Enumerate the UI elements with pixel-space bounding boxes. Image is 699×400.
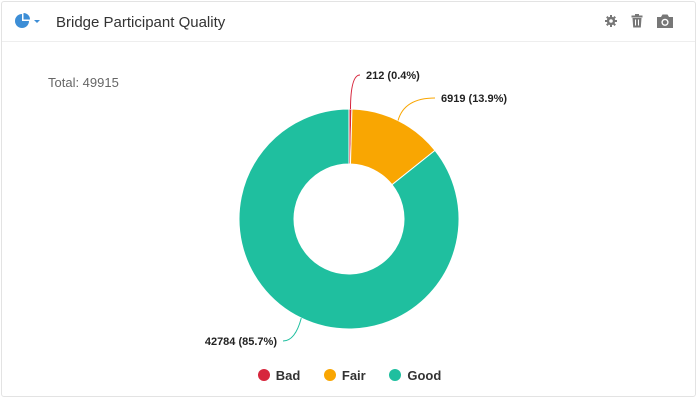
panel-header: Bridge Participant Quality — [2, 2, 695, 42]
data-label-good: 42784 (85.7%) — [205, 336, 277, 348]
pie-chart-icon — [15, 13, 40, 28]
total-count: Total: 49915 — [48, 75, 119, 90]
camera-icon — [657, 14, 673, 28]
legend-dot-bad — [257, 369, 270, 381]
trash-icon — [631, 14, 643, 28]
page-title: Bridge Participant Quality — [56, 14, 226, 31]
settings-button[interactable] — [604, 14, 618, 33]
slice-good[interactable] — [238, 108, 460, 330]
chart-type-button[interactable] — [14, 12, 44, 32]
snapshot-button[interactable] — [656, 13, 674, 34]
data-label-bad: 212 (0.4%) — [366, 70, 420, 82]
legend-label-bad: Bad — [275, 368, 301, 383]
delete-button[interactable] — [631, 14, 643, 33]
caret-down-icon — [34, 20, 40, 23]
legend-dot-good — [389, 369, 402, 381]
data-label-fair: 6919 (13.9%) — [441, 93, 507, 105]
connector-good — [282, 317, 302, 342]
legend-label-fair: Fair — [341, 368, 366, 383]
legend-item-bad[interactable]: Bad — [257, 368, 301, 383]
legend-dot-fair — [323, 369, 336, 381]
legend-label-good: Good — [407, 368, 442, 383]
gear-icon — [605, 15, 617, 27]
connector-fair — [397, 97, 436, 121]
legend-item-fair[interactable]: Fair — [323, 368, 366, 383]
legend-item-good[interactable]: Good — [389, 368, 441, 383]
legend: Bad Fair Good — [0, 368, 699, 383]
connector-bad — [349, 74, 361, 110]
